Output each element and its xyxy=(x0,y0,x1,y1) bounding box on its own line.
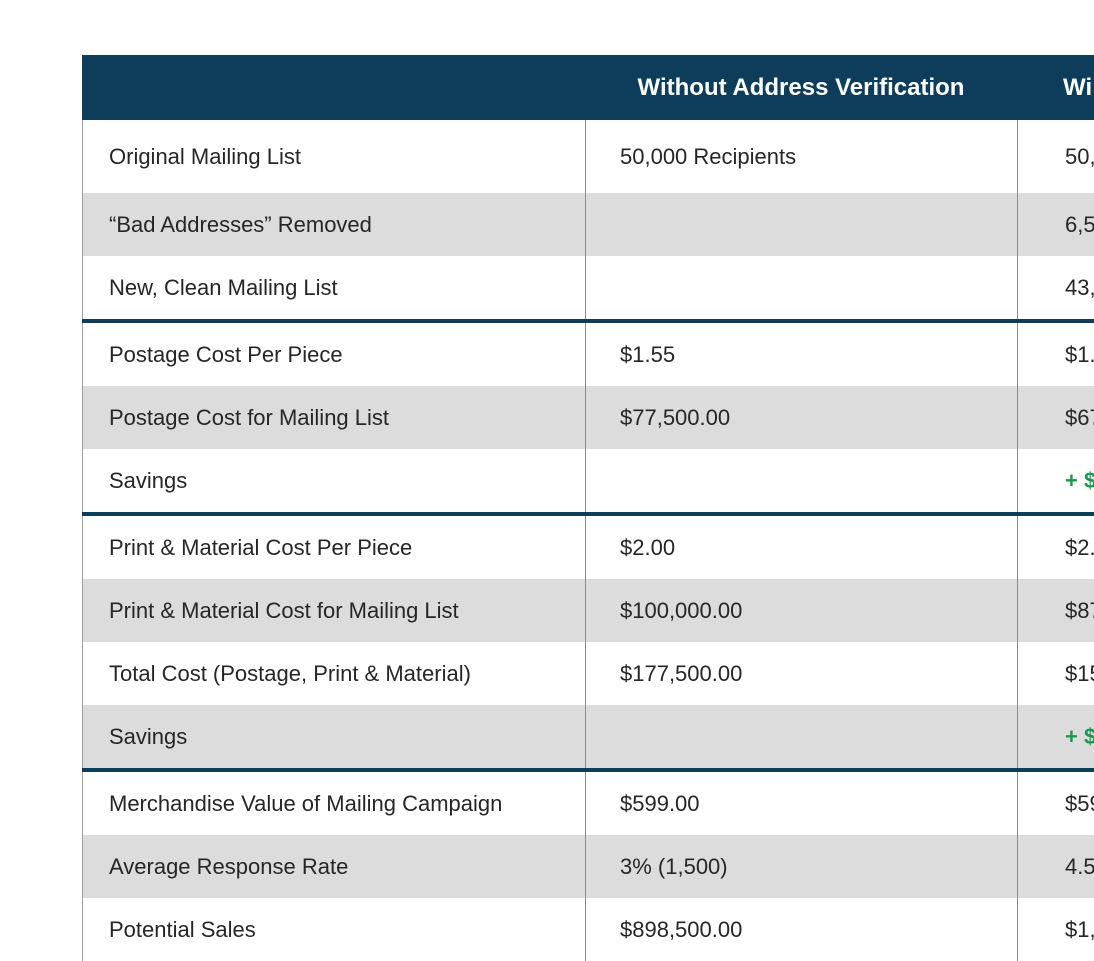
row-label: Savings xyxy=(109,723,188,749)
row-label: Print & Material Cost Per Piece xyxy=(109,534,413,560)
section-separator xyxy=(82,768,1094,772)
value-with: $59 xyxy=(1017,772,1094,835)
value-with: $2. xyxy=(1017,516,1094,579)
table-row: Postage Cost Per Piece $1.55 $1. xyxy=(83,323,1094,386)
row-label: Potential Sales xyxy=(109,916,256,942)
value-with: 50, xyxy=(1017,120,1094,193)
value-without: $77,500.00 xyxy=(585,386,1017,449)
value-without xyxy=(585,705,1017,768)
table-header-row: Without Address Verification Wi xyxy=(82,55,1094,120)
value-with: $1. xyxy=(1017,323,1094,386)
value-without: $599.00 xyxy=(585,772,1017,835)
table-row-savings: Savings + $ xyxy=(83,449,1094,512)
table-row: Average Response Rate 3% (1,500) 4.5 xyxy=(83,835,1094,898)
section-separator xyxy=(82,319,1094,323)
value-without: $2.00 xyxy=(585,516,1017,579)
value-without: $100,000.00 xyxy=(585,579,1017,642)
table-row: Total Cost (Postage, Print & Material) $… xyxy=(83,642,1094,705)
value-without: 3% (1,500) xyxy=(585,835,1017,898)
value-with-savings: + $ xyxy=(1017,449,1094,512)
row-label: Total Cost (Postage, Print & Material) xyxy=(109,660,471,686)
table-row: New, Clean Mailing List 43, xyxy=(83,256,1094,319)
value-with-savings: + $ xyxy=(1017,705,1094,768)
value-with: $87 xyxy=(1017,579,1094,642)
value-with: 4.5 xyxy=(1017,835,1094,898)
table-row: Potential Sales $898,500.00 $1, xyxy=(83,898,1094,961)
value-without xyxy=(585,256,1017,319)
address-verification-comparison-table: Without Address Verification Wi Original… xyxy=(82,55,1094,961)
header-col-without-verification: Without Address Verification xyxy=(637,73,965,101)
table-row: “Bad Addresses” Removed 6,5 xyxy=(83,193,1094,256)
value-with: $1, xyxy=(1017,898,1094,961)
value-with: 43, xyxy=(1017,256,1094,319)
value-without: 50,000 Recipients xyxy=(585,120,1017,193)
table-row: Postage Cost for Mailing List $77,500.00… xyxy=(83,386,1094,449)
row-label: Print & Material Cost for Mailing List xyxy=(109,597,459,623)
row-label: New, Clean Mailing List xyxy=(109,274,338,300)
row-label: Savings xyxy=(109,467,188,493)
value-without: $1.55 xyxy=(585,323,1017,386)
value-without xyxy=(585,449,1017,512)
table-body: Original Mailing List 50,000 Recipients … xyxy=(82,120,1094,961)
value-without: $177,500.00 xyxy=(585,642,1017,705)
value-without xyxy=(585,193,1017,256)
header-col-with-verification: Wi xyxy=(1063,73,1093,101)
value-with: $15 xyxy=(1017,642,1094,705)
value-with: $67 xyxy=(1017,386,1094,449)
section-separator xyxy=(82,512,1094,516)
row-label: Original Mailing List xyxy=(109,143,301,169)
value-with: 6,5 xyxy=(1017,193,1094,256)
table-row: Original Mailing List 50,000 Recipients … xyxy=(83,120,1094,193)
table-row-savings: Savings + $ xyxy=(83,705,1094,768)
row-label: Merchandise Value of Mailing Campaign xyxy=(109,790,503,816)
row-label: Postage Cost Per Piece xyxy=(109,341,343,367)
value-without: $898,500.00 xyxy=(585,898,1017,961)
row-label: Postage Cost for Mailing List xyxy=(109,404,390,430)
table-row: Print & Material Cost for Mailing List $… xyxy=(83,579,1094,642)
row-label: “Bad Addresses” Removed xyxy=(109,211,372,237)
table-row: Merchandise Value of Mailing Campaign $5… xyxy=(83,772,1094,835)
row-label: Average Response Rate xyxy=(109,853,349,879)
table-row: Print & Material Cost Per Piece $2.00 $2… xyxy=(83,516,1094,579)
